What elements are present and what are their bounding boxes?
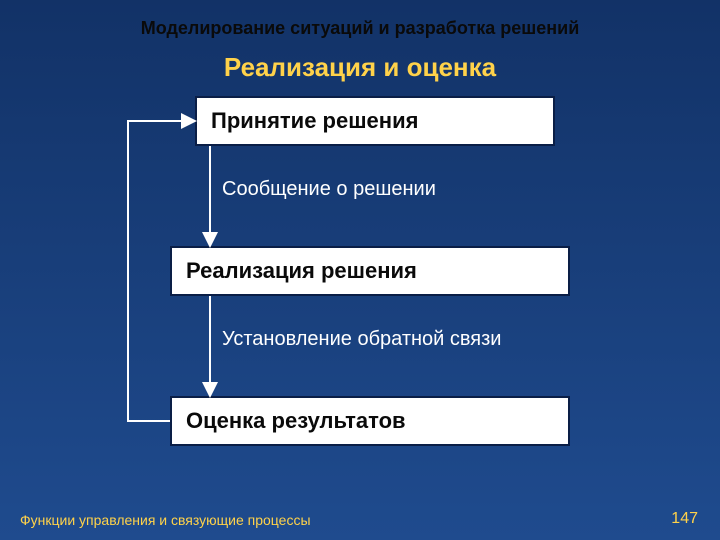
flowchart-node-implementation: Реализация решения bbox=[170, 246, 570, 296]
flowchart-node-label: Реализация решения bbox=[186, 258, 417, 284]
flowchart-edge-label: Сообщение о решении bbox=[222, 178, 436, 201]
slide: Моделирование ситуаций и разработка реше… bbox=[0, 0, 720, 540]
footer-text: Функции управления и связующие процессы bbox=[20, 512, 311, 528]
slide-supertitle: Моделирование ситуаций и разработка реше… bbox=[0, 18, 720, 39]
flowchart-node-label: Оценка результатов bbox=[186, 408, 406, 434]
flowchart-edge-label: Установление обратной связи bbox=[222, 328, 501, 351]
flowchart-node-evaluation: Оценка результатов bbox=[170, 396, 570, 446]
page-number: 147 bbox=[671, 510, 698, 528]
slide-title: Реализация и оценка bbox=[0, 52, 720, 83]
flowchart-node-label: Принятие решения bbox=[211, 108, 418, 134]
flowchart-node-decision: Принятие решения bbox=[195, 96, 555, 146]
